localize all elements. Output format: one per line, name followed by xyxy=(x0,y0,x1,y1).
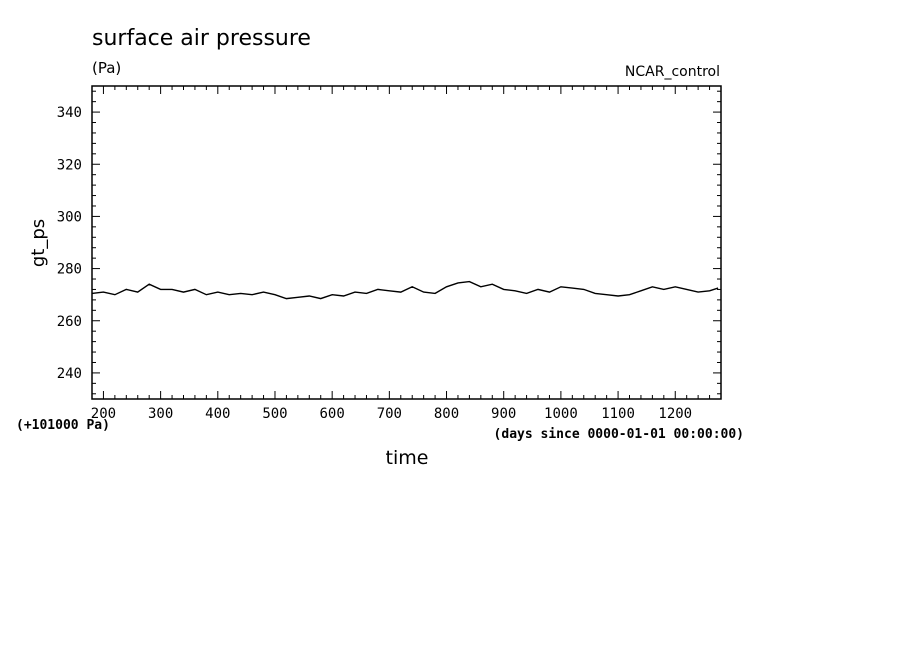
plot-frame xyxy=(91,85,722,400)
y-tick-label: 280 xyxy=(57,262,82,278)
x-tick-label: 700 xyxy=(377,406,402,422)
x-tick-label: 1200 xyxy=(658,406,692,422)
x-tick-label: 600 xyxy=(320,406,345,422)
chart-title: surface air pressure xyxy=(92,26,311,51)
x-tick-label: 500 xyxy=(262,406,287,422)
x-tick-label: 200 xyxy=(91,406,116,422)
x-tick-labels: 200 300 400 500 600 700 800 900 1000 1100 1200 xyxy=(91,406,692,422)
experiment-label: NCAR_control xyxy=(625,64,720,80)
y-axis-label: gt_ps xyxy=(28,219,49,267)
y-tick-labels: 240 260 280 300 320 340 xyxy=(57,105,82,382)
plot-area: 240 260 280 300 320 340 200 300 400 500 600 700 800… xyxy=(57,85,722,422)
series-line xyxy=(91,280,719,300)
chart-units: (Pa) xyxy=(92,59,121,77)
axis-ticks xyxy=(91,86,722,399)
y-tick-label: 300 xyxy=(57,209,82,225)
x-tick-label: 800 xyxy=(434,406,459,422)
x-units-label: (days since 0000-01-01 00:00:00) xyxy=(494,427,744,442)
y-tick-label: 260 xyxy=(57,314,82,330)
x-tick-label: 300 xyxy=(148,406,173,422)
y-tick-label: 340 xyxy=(57,105,82,121)
x-axis-label: time xyxy=(386,447,429,469)
y-tick-label: 320 xyxy=(57,157,82,173)
y-offset-label: (+101000 Pa) xyxy=(16,418,110,433)
x-tick-label: 1100 xyxy=(601,406,635,422)
x-tick-label: 900 xyxy=(491,406,516,422)
y-tick-label: 240 xyxy=(57,366,82,382)
x-tick-label: 400 xyxy=(205,406,230,422)
x-tick-label: 1000 xyxy=(544,406,578,422)
